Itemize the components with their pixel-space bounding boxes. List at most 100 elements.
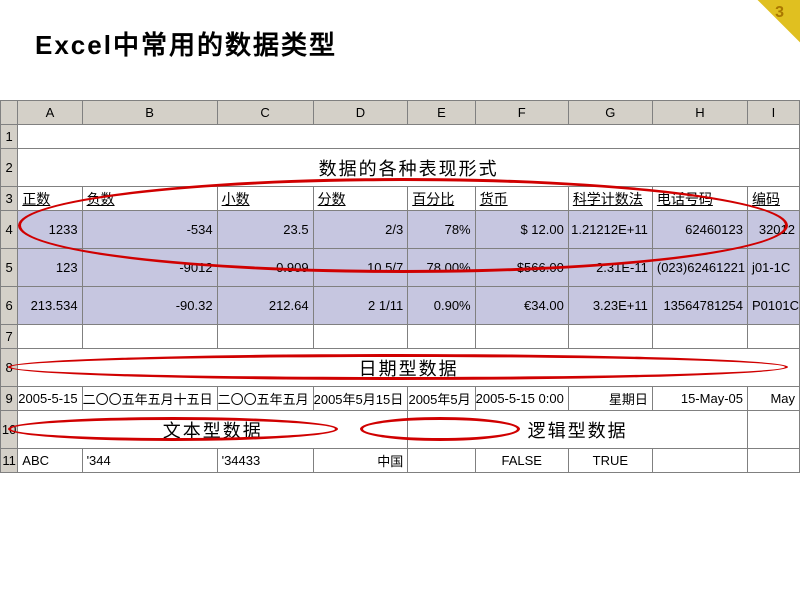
cell[interactable]: 2 1/11 [313,287,408,325]
cell[interactable] [568,325,652,349]
cell[interactable]: 3.23E+11 [568,287,652,325]
corner-decoration [745,0,800,55]
cell[interactable]: 0.909 [217,249,313,287]
row-4: 4 1233 -534 23.5 2/3 78% $ 12.00 1.21212… [1,211,800,249]
col-header[interactable]: D [313,101,408,125]
cell[interactable]: $ 12.00 [475,211,568,249]
cell[interactable]: 分数 [313,187,408,211]
row-header[interactable]: 11 [1,449,18,473]
excel-grid: A B C D E F G H I 1 2 数据的各种表现形式 3 正数 负数 … [0,100,800,473]
row-header[interactable]: 9 [1,387,18,411]
cell[interactable]: ABC [18,449,82,473]
cell[interactable]: 15-May-05 [652,387,747,411]
row-header[interactable]: 5 [1,249,18,287]
cell[interactable]: '344 [82,449,217,473]
section-title-text[interactable]: 文本型数据 [18,411,408,449]
section-title-numeric[interactable]: 数据的各种表现形式 [18,149,800,187]
cell[interactable]: 123 [18,249,82,287]
col-header[interactable]: G [568,101,652,125]
column-header-row: A B C D E F G H I [1,101,800,125]
cell[interactable]: 32012 [747,211,799,249]
cell[interactable]: 科学计数法 [568,187,652,211]
cell[interactable]: 1233 [18,211,82,249]
cell[interactable]: FALSE [475,449,568,473]
cell[interactable] [82,325,217,349]
cell[interactable]: 正数 [18,187,82,211]
cell[interactable] [18,325,82,349]
cell[interactable]: 23.5 [217,211,313,249]
cell[interactable]: 213.534 [18,287,82,325]
cell[interactable]: 2005-5-15 0:00 [475,387,568,411]
cell[interactable] [313,325,408,349]
cell[interactable]: 13564781254 [652,287,747,325]
cell[interactable]: 二〇〇五年五月十五日 [82,387,217,411]
slide-title: Excel中常用的数据类型 [35,25,337,62]
cell[interactable]: 2005年5月 [408,387,475,411]
cell[interactable] [747,325,799,349]
cell[interactable] [217,325,313,349]
cell[interactable]: 中国 [313,449,408,473]
row-10: 10 文本型数据 逻辑型数据 [1,411,800,449]
excel-screenshot: A B C D E F G H I 1 2 数据的各种表现形式 3 正数 负数 … [0,100,800,473]
row-header[interactable]: 1 [1,125,18,149]
cell[interactable]: 0.90% [408,287,475,325]
cell[interactable]: j01-1C [747,249,799,287]
cell[interactable]: 负数 [82,187,217,211]
cell[interactable]: 212.64 [217,287,313,325]
row-header[interactable]: 10 [1,411,18,449]
cell[interactable]: '34433 [217,449,313,473]
cell[interactable] [408,325,475,349]
cell[interactable] [747,411,799,449]
cell[interactable]: -9012 [82,249,217,287]
cell[interactable]: 10 5/7 [313,249,408,287]
section-title-boolean[interactable]: 逻辑型数据 [408,411,748,449]
cell[interactable] [408,449,475,473]
cell[interactable]: 编码 [747,187,799,211]
col-header[interactable]: H [652,101,747,125]
cell[interactable]: 78.00% [408,249,475,287]
cell[interactable]: 62460123 [652,211,747,249]
cell[interactable]: 货币 [475,187,568,211]
col-header[interactable]: I [747,101,799,125]
cell[interactable]: 2005-5-15 [18,387,82,411]
col-header[interactable]: B [82,101,217,125]
cell[interactable] [475,325,568,349]
col-header[interactable]: A [18,101,82,125]
cell[interactable]: -90.32 [82,287,217,325]
cell[interactable] [747,449,799,473]
cell[interactable]: 2.31E-11 [568,249,652,287]
cell[interactable]: 78% [408,211,475,249]
cell[interactable] [652,325,747,349]
row-11: 11 ABC '344 '34433 中国 FALSE TRUE [1,449,800,473]
cell[interactable]: 电话号码 [652,187,747,211]
col-header[interactable]: F [475,101,568,125]
row-header[interactable]: 7 [1,325,18,349]
cell[interactable]: 2005年5月15日 [313,387,408,411]
cell[interactable]: 小数 [217,187,313,211]
col-header[interactable]: E [408,101,475,125]
cell[interactable] [652,449,747,473]
row-3: 3 正数 负数 小数 分数 百分比 货币 科学计数法 电话号码 编码 [1,187,800,211]
cell[interactable]: 1.21212E+11 [568,211,652,249]
row-header[interactable]: 2 [1,149,18,187]
cell[interactable]: 百分比 [408,187,475,211]
corner-cell[interactable] [1,101,18,125]
cell[interactable]: (023)62461221 [652,249,747,287]
cell[interactable]: €34.00 [475,287,568,325]
cell[interactable]: P0101C [747,287,799,325]
cell[interactable] [18,125,800,149]
row-9: 9 2005-5-15 二〇〇五年五月十五日 二〇〇五年五月 2005年5月15… [1,387,800,411]
row-header[interactable]: 3 [1,187,18,211]
col-header[interactable]: C [217,101,313,125]
row-header[interactable]: 8 [1,349,18,387]
section-title-date[interactable]: 日期型数据 [18,349,800,387]
cell[interactable]: 二〇〇五年五月 [217,387,313,411]
cell[interactable]: May [747,387,799,411]
row-header[interactable]: 6 [1,287,18,325]
cell[interactable]: 2/3 [313,211,408,249]
cell[interactable]: $566.00 [475,249,568,287]
cell[interactable]: -534 [82,211,217,249]
row-header[interactable]: 4 [1,211,18,249]
cell[interactable]: TRUE [568,449,652,473]
cell[interactable]: 星期日 [568,387,652,411]
